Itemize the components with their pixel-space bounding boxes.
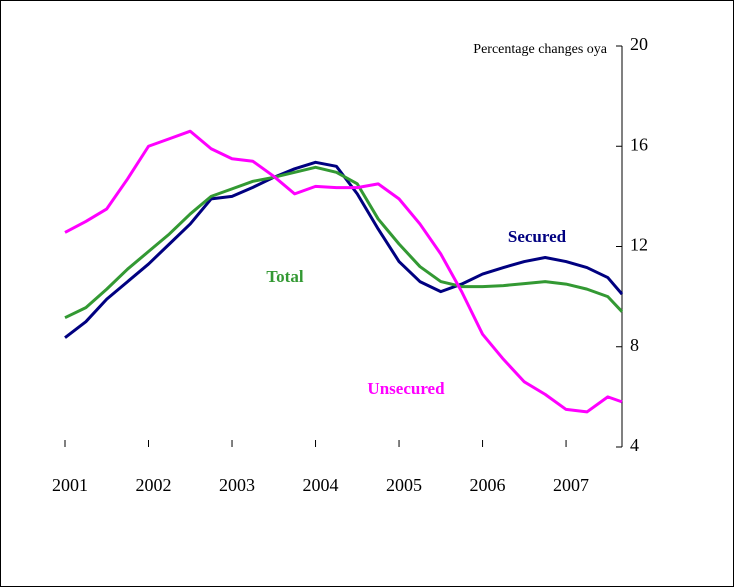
series-line bbox=[64, 165, 624, 320]
series-label: Secured bbox=[508, 227, 567, 246]
y-tick-label: 8 bbox=[630, 335, 639, 355]
x-tick-label: 2007 bbox=[553, 475, 589, 495]
x-tick-label: 2006 bbox=[470, 475, 506, 495]
y-tick-label: 16 bbox=[630, 134, 648, 154]
series-line bbox=[64, 129, 623, 414]
series-line bbox=[64, 160, 624, 339]
y-tick-label: 20 bbox=[630, 34, 648, 54]
x-tick-label: 2003 bbox=[219, 475, 255, 495]
y-tick-label: 12 bbox=[630, 235, 648, 255]
x-tick-label: 2001 bbox=[52, 475, 88, 495]
x-tick-label: 2002 bbox=[136, 475, 172, 495]
series-label: Unsecured bbox=[367, 379, 445, 398]
x-tick-label: 2005 bbox=[386, 475, 422, 495]
series-label: Total bbox=[266, 267, 303, 286]
y-axis-label: Percentage changes oya bbox=[473, 42, 607, 57]
x-tick-label: 2004 bbox=[303, 475, 339, 495]
y-tick-label: 4 bbox=[630, 435, 639, 455]
